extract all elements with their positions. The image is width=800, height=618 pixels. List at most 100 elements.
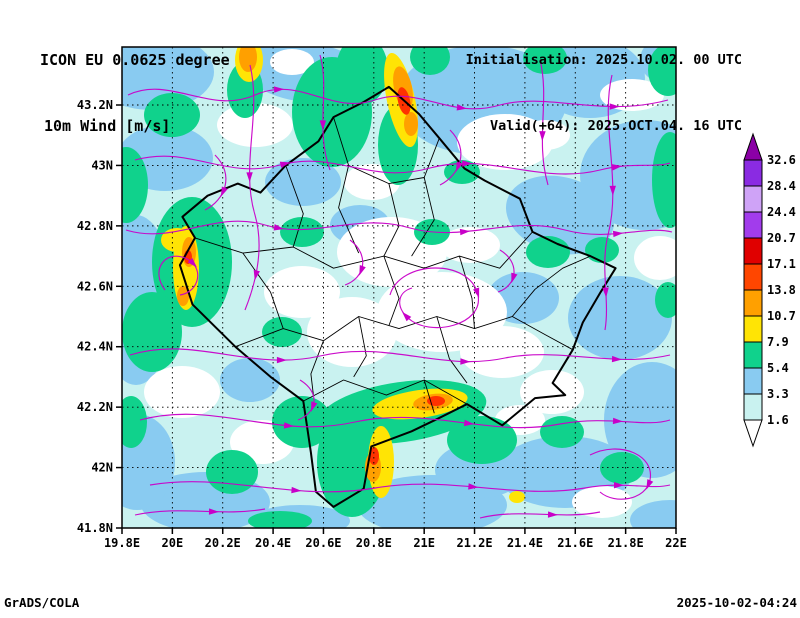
wind-shade-blob	[262, 317, 302, 347]
wind-arrow	[611, 355, 622, 363]
wind-arrow	[253, 269, 260, 281]
field-title: 10m Wind [m/s]	[44, 117, 171, 135]
legend-value-label: 5.4	[767, 361, 789, 375]
lon-label: 22E	[665, 536, 687, 550]
district-border	[242, 252, 284, 329]
grads-credit: GrADS/COLA	[4, 595, 80, 610]
wind-shade-blob	[520, 120, 570, 150]
wind-arrow	[279, 161, 291, 168]
wind-arrow	[602, 287, 609, 298]
wind-arrow	[609, 103, 620, 110]
wind-arrow	[319, 120, 327, 131]
wind-arrow	[273, 224, 285, 231]
district-border	[511, 255, 591, 317]
legend-value-label: 3.3	[767, 387, 789, 401]
wind-shade-blob	[220, 358, 280, 402]
legend-color-segment	[743, 237, 763, 265]
wind-shade-blob	[505, 175, 615, 255]
legend-color-segment	[743, 289, 763, 317]
wind-arrow	[220, 186, 228, 197]
wind-streamline	[125, 220, 673, 235]
legend-color-segment	[743, 315, 763, 343]
wind-arrow	[246, 172, 253, 183]
wind-arrow	[612, 417, 623, 425]
legend-value-label: 1.6	[767, 413, 789, 427]
wind-streamline	[129, 348, 671, 363]
legend-color-segment	[743, 263, 763, 291]
wind-streamline	[479, 511, 601, 519]
latlon-grid	[122, 47, 676, 528]
wind-streamline	[139, 413, 671, 429]
wind-streamline	[344, 239, 364, 286]
wind-shade-blob	[572, 486, 632, 518]
model-title: ICON EU 0.0625 degree	[40, 51, 230, 69]
wind-arrow	[291, 486, 302, 494]
legend-bottom-triangle	[743, 419, 763, 448]
wind-shade-blob	[648, 47, 676, 96]
district-border	[353, 316, 367, 378]
wind-shade-blob	[509, 491, 525, 503]
valid-time: Valid(+64): 2025.OCT.04. 16 UTC	[490, 118, 742, 134]
legend-value-label: 17.1	[767, 257, 796, 271]
wind-arrow	[463, 419, 475, 427]
generation-timestamp: 2025-10-02-04:24	[676, 595, 797, 610]
wind-shade-blob	[122, 147, 148, 223]
wind-streamline	[244, 64, 260, 311]
wind-streamline	[297, 379, 315, 421]
wind-shade-blob	[336, 47, 388, 105]
wind-streamline	[127, 88, 669, 110]
district-border	[235, 316, 574, 351]
wind-shade-blob	[264, 266, 340, 318]
legend-color-segment	[743, 393, 763, 421]
district-border	[436, 316, 468, 384]
lat-label: 42.4N	[77, 340, 113, 354]
lat-label: 42N	[91, 461, 113, 475]
wind-arrow	[614, 482, 624, 489]
wind-arrow	[455, 161, 463, 172]
lat-label: 42.6N	[77, 279, 113, 293]
wind-streamline	[158, 255, 199, 296]
wind-shade-blob	[600, 79, 664, 111]
lon-label: 20.6E	[305, 536, 341, 550]
chart-time-block: Initialisation: 2025.10.02. 00 UTC Valid…	[466, 5, 742, 181]
wind-streamline	[319, 54, 331, 171]
wind-shade-blob	[447, 416, 517, 464]
lon-label: 21E	[413, 536, 435, 550]
district-border	[333, 116, 360, 254]
lon-label: 20.8E	[356, 536, 392, 550]
legend-color-segment	[743, 341, 763, 369]
wind-shade-blob	[526, 236, 570, 268]
legend-color-segment	[743, 211, 763, 239]
wind-shade-blob	[206, 450, 258, 494]
legend-top-triangle	[743, 132, 763, 161]
district-border	[411, 138, 440, 257]
district-border	[423, 379, 435, 414]
wind-shade-blob	[652, 132, 676, 228]
wind-arrow	[456, 104, 467, 111]
wind-arrow	[402, 311, 412, 322]
wind-streamline	[604, 74, 614, 331]
lat-label: 43.2N	[77, 98, 113, 112]
legend-value-label: 28.4	[767, 179, 796, 193]
lat-label: 42.2N	[77, 400, 113, 414]
wind-shade-blob	[630, 500, 676, 528]
wind-shade-blob	[177, 286, 189, 306]
legend-color-segment	[743, 367, 763, 395]
lon-label: 21.2E	[456, 536, 492, 550]
wind-arrow	[459, 228, 471, 236]
wind-shade-blob	[520, 370, 584, 414]
wind-shade-blob	[239, 47, 257, 72]
legend-color-segment	[743, 159, 763, 187]
wind-shade-blob	[122, 292, 182, 372]
legend-value-label: 32.6	[767, 153, 796, 167]
plot-frame	[121, 46, 677, 529]
wind-arrow	[511, 272, 518, 284]
wind-shade-blob	[540, 416, 584, 448]
wind-streamline	[134, 508, 266, 516]
wind-shade-blob	[122, 47, 214, 110]
wind-streamlines	[125, 54, 673, 519]
wind-arrow	[276, 356, 287, 364]
lat-label: 43N	[91, 158, 113, 172]
